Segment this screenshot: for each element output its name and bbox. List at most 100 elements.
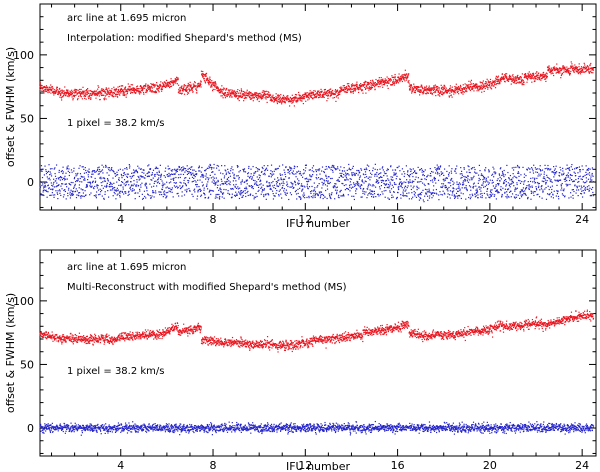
data-point (326, 94, 328, 97)
data-point (310, 196, 312, 198)
data-point (356, 169, 358, 172)
data-point (231, 89, 233, 91)
data-point (80, 175, 82, 177)
data-point (339, 89, 341, 92)
data-point (133, 172, 136, 174)
y-tick-label: 50 (20, 112, 34, 125)
data-point (220, 88, 222, 91)
data-point (267, 185, 269, 187)
data-point (392, 169, 394, 171)
data-point (567, 71, 569, 73)
data-point (405, 181, 407, 184)
data-point (316, 193, 319, 195)
data-point (487, 194, 489, 196)
data-point (71, 190, 73, 193)
data-point (59, 175, 62, 178)
data-point (212, 82, 214, 84)
data-point (50, 182, 52, 184)
data-point (506, 164, 508, 167)
data-point (108, 169, 110, 171)
data-point (140, 85, 142, 87)
data-point (52, 188, 54, 190)
data-point (364, 180, 366, 182)
data-point (561, 68, 563, 70)
data-point (398, 182, 401, 185)
data-point (197, 167, 200, 169)
data-point (357, 169, 359, 172)
data-point (192, 86, 195, 88)
data-point (90, 98, 92, 101)
data-point (144, 84, 147, 86)
data-point (133, 189, 135, 191)
data-point (246, 93, 249, 95)
data-point (546, 76, 548, 78)
data-point (117, 86, 119, 88)
data-point (215, 167, 218, 169)
data-point (408, 174, 410, 177)
data-point (164, 176, 167, 178)
data-point (480, 82, 482, 84)
data-point (124, 174, 126, 176)
data-point (67, 170, 69, 172)
data-point (307, 178, 309, 180)
data-point (96, 169, 98, 172)
data-point (303, 192, 305, 194)
data-point (319, 178, 321, 181)
data-point (460, 170, 463, 172)
data-point (161, 188, 164, 191)
data-point (339, 91, 341, 93)
data-point (423, 89, 425, 92)
data-point (334, 93, 336, 95)
data-point (165, 79, 168, 82)
data-point (294, 93, 297, 96)
data-point (69, 90, 71, 92)
data-point (81, 91, 83, 94)
data-point (165, 197, 167, 199)
data-point (480, 196, 482, 198)
data-point (183, 179, 185, 182)
data-point (51, 189, 54, 191)
data-point (206, 185, 208, 187)
data-point (153, 185, 155, 187)
data-point (314, 191, 316, 193)
data-point (588, 70, 590, 73)
data-point (491, 174, 493, 176)
data-point (173, 82, 175, 84)
data-point (467, 86, 469, 88)
data-point (353, 198, 355, 201)
data-point (362, 188, 364, 190)
data-point (144, 185, 146, 187)
data-point (172, 81, 174, 83)
data-point (228, 94, 230, 96)
data-point (148, 171, 150, 173)
data-point (235, 187, 238, 189)
data-point (340, 90, 342, 92)
data-point (98, 168, 101, 171)
data-point (391, 194, 393, 196)
data-point (453, 195, 455, 197)
data-point (127, 83, 129, 85)
data-point (438, 87, 440, 89)
data-point (268, 94, 270, 96)
data-point (574, 69, 576, 71)
data-point (227, 168, 229, 170)
data-point (134, 88, 137, 91)
data-point (81, 91, 84, 93)
data-point (90, 97, 92, 99)
data-point (488, 84, 490, 87)
data-point (182, 185, 184, 187)
data-point (394, 169, 397, 171)
data-point (386, 168, 389, 170)
data-point (220, 95, 222, 97)
data-point (227, 176, 230, 179)
data-point (370, 82, 373, 84)
data-point (445, 87, 447, 89)
data-point (580, 70, 582, 72)
data-point (137, 192, 139, 194)
data-point (46, 176, 48, 178)
data-point (480, 174, 482, 177)
data-point (352, 84, 354, 87)
data-point (399, 178, 401, 180)
data-point (311, 91, 313, 93)
data-point (180, 167, 183, 169)
